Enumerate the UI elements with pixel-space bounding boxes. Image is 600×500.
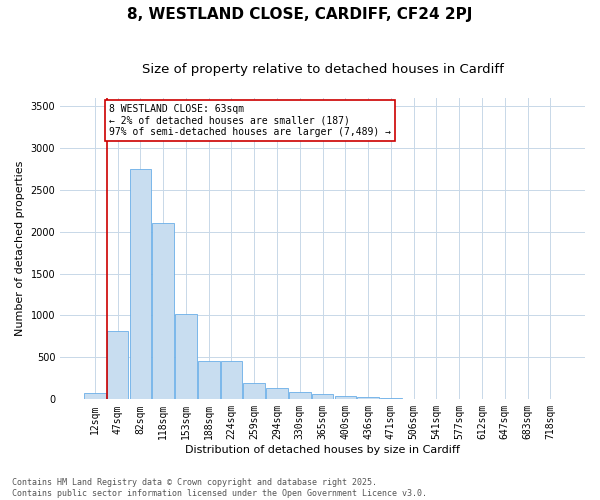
Text: 8 WESTLAND CLOSE: 63sqm
← 2% of detached houses are smaller (187)
97% of semi-de: 8 WESTLAND CLOSE: 63sqm ← 2% of detached…: [109, 104, 391, 138]
Bar: [289, 392, 311, 400]
Text: 8, WESTLAND CLOSE, CARDIFF, CF24 2PJ: 8, WESTLAND CLOSE, CARDIFF, CF24 2PJ: [127, 8, 473, 22]
Bar: [152, 224, 174, 400]
Text: Contains HM Land Registry data © Crown copyright and database right 2025.
Contai: Contains HM Land Registry data © Crown c…: [12, 478, 427, 498]
Bar: [380, 398, 402, 400]
Title: Size of property relative to detached houses in Cardiff: Size of property relative to detached ho…: [142, 62, 503, 76]
Bar: [403, 398, 424, 400]
Bar: [244, 383, 265, 400]
Bar: [266, 388, 288, 400]
Bar: [358, 397, 379, 400]
Bar: [221, 361, 242, 400]
Bar: [107, 330, 128, 400]
Bar: [84, 392, 106, 400]
Bar: [175, 314, 197, 400]
Bar: [130, 169, 151, 400]
Y-axis label: Number of detached properties: Number of detached properties: [15, 160, 25, 336]
X-axis label: Distribution of detached houses by size in Cardiff: Distribution of detached houses by size …: [185, 445, 460, 455]
Bar: [335, 396, 356, 400]
Bar: [312, 394, 334, 400]
Bar: [198, 361, 220, 400]
